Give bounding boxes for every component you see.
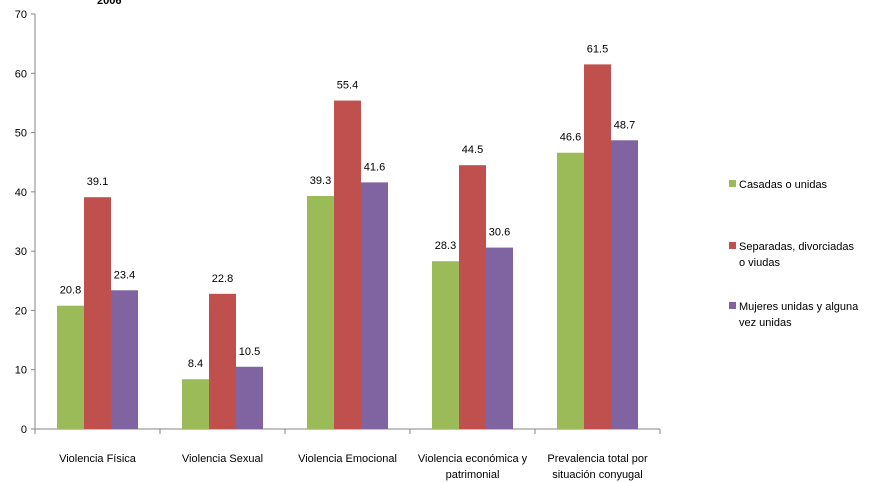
- category-label: Violencia económica y: [418, 453, 528, 465]
- category-label: Prevalencia total por: [547, 453, 648, 465]
- y-tick-label: 20: [15, 305, 27, 317]
- data-label: 55.4: [337, 80, 358, 92]
- data-label: 41.6: [364, 161, 385, 173]
- y-tick-label: 30: [15, 246, 27, 258]
- bar: [432, 261, 459, 429]
- category-label: situación conyugal: [552, 469, 643, 481]
- data-label: 48.7: [614, 119, 635, 131]
- data-label: 20.8: [60, 285, 81, 297]
- legend-label: Separadas, divorciadas: [739, 241, 854, 253]
- bar: [236, 366, 263, 429]
- y-tick-label: 70: [15, 9, 27, 21]
- data-label: 23.4: [114, 269, 135, 281]
- legend-swatch: [729, 242, 736, 249]
- bar: [611, 140, 638, 429]
- bar: [307, 196, 334, 429]
- legend-label: Casadas o unidas: [739, 179, 828, 191]
- chart-title: 2006: [97, 0, 121, 7]
- data-label: 8.4: [188, 358, 203, 370]
- data-label: 46.6: [560, 132, 581, 144]
- category-label: Violencia Física: [59, 453, 137, 465]
- bar: [111, 290, 138, 429]
- y-tick-label: 0: [21, 424, 27, 436]
- bar: [84, 197, 111, 429]
- bar: [182, 379, 209, 429]
- bars: [57, 64, 638, 430]
- data-label: 44.5: [462, 144, 483, 156]
- y-tick-label: 10: [15, 365, 27, 377]
- data-labels: 20.8 39.1 23.4 8.4 22.8 10.5 39.3 55.4 41.6 28.3 4…: [60, 43, 635, 370]
- bar: [459, 165, 486, 429]
- bar: [361, 182, 388, 429]
- y-tick-label: 50: [15, 128, 27, 140]
- bar: [486, 247, 513, 429]
- legend-label: Mujeres unidas y alguna: [739, 301, 859, 313]
- data-label: 10.5: [239, 346, 260, 358]
- legend: Casadas o unidas Separadas, divorciadas o …: [729, 179, 859, 329]
- bar: [557, 152, 584, 429]
- data-label: 22.8: [212, 273, 233, 285]
- category-label: patrimonial: [446, 469, 500, 481]
- axes: 0 10 20 30 40 50 60 70 Violencia Física Violencia…: [15, 9, 661, 481]
- data-label: 39.3: [310, 175, 331, 187]
- category-label: Violencia Emocional: [298, 453, 397, 465]
- data-label: 61.5: [587, 43, 608, 55]
- category-label: Violencia Sexual: [182, 453, 263, 465]
- data-label: 30.6: [489, 227, 510, 239]
- legend-label: vez unidas: [739, 317, 792, 329]
- bar: [57, 305, 84, 429]
- y-tick-label: 60: [15, 68, 27, 80]
- bar: [584, 64, 611, 430]
- y-tick-label: 40: [15, 187, 27, 199]
- legend-label: o viudas: [739, 257, 780, 269]
- data-label: 39.1: [87, 176, 108, 188]
- bar: [334, 100, 361, 430]
- legend-swatch: [729, 180, 736, 187]
- legend-swatch: [729, 302, 736, 309]
- data-label: 28.3: [435, 240, 456, 252]
- bar: [209, 293, 236, 429]
